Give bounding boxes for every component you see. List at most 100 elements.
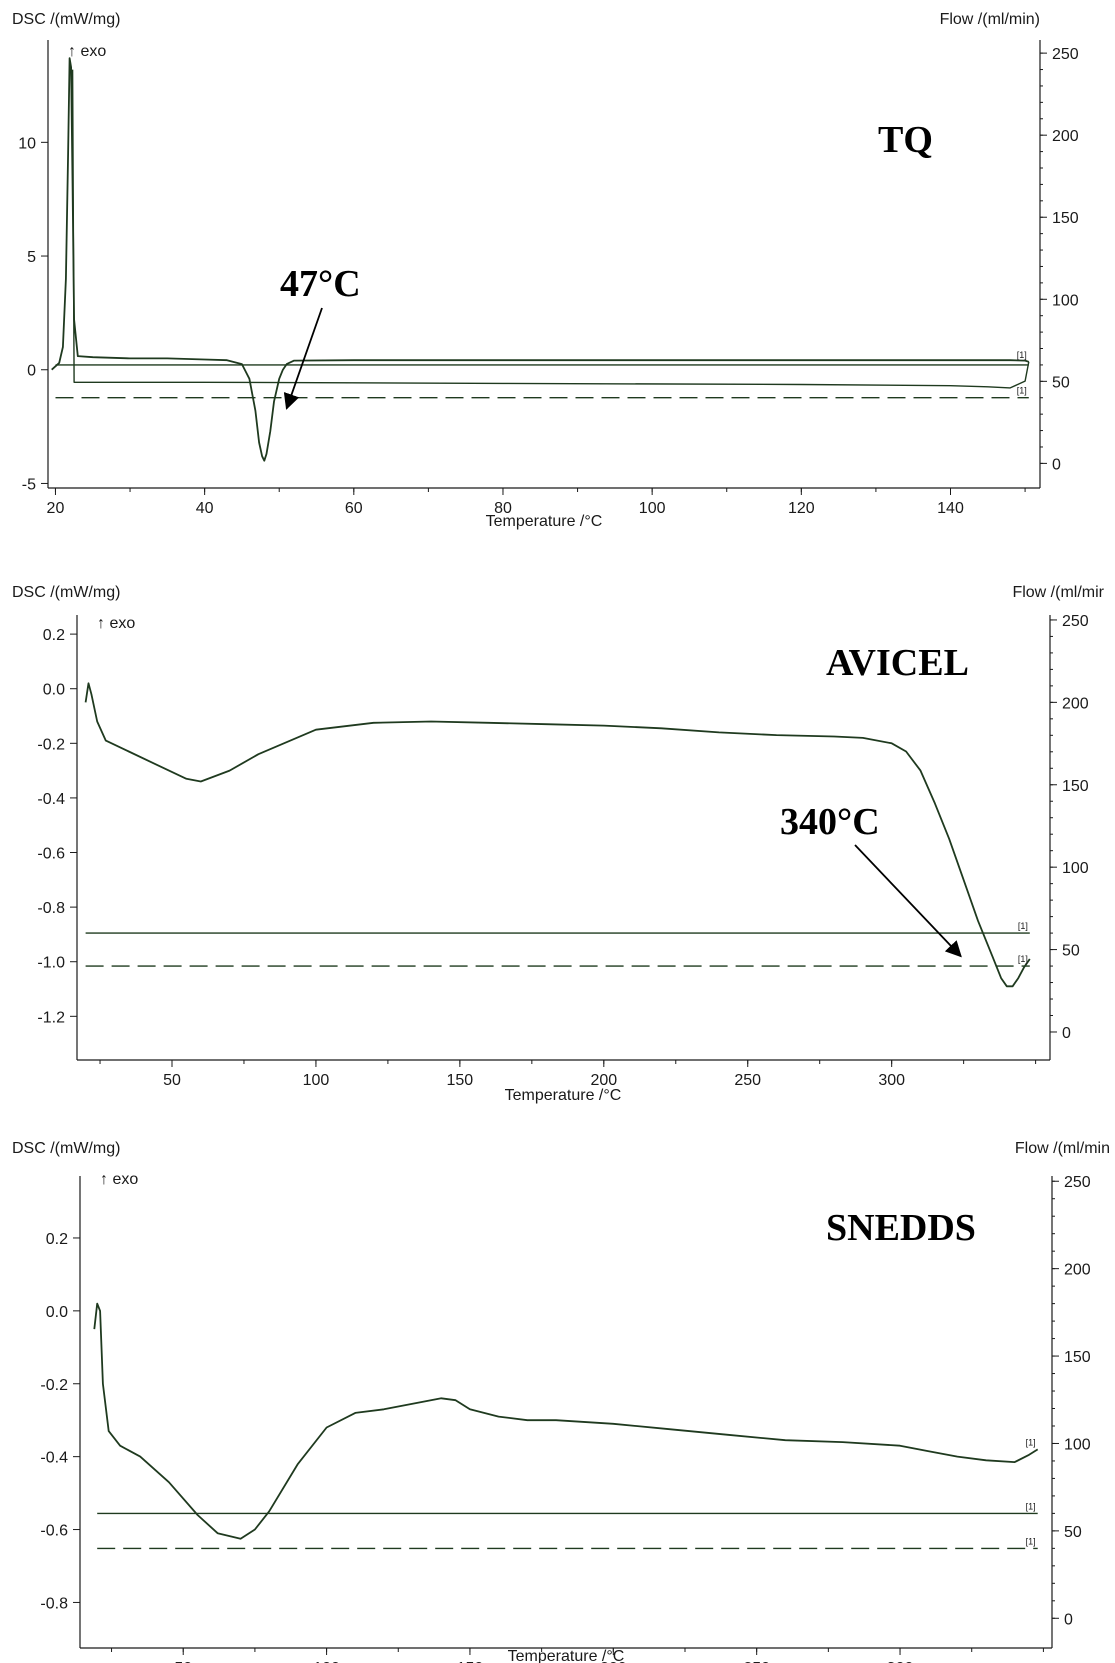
y2-tick-label: 100 <box>1064 1436 1091 1453</box>
x-tick-label: 200 <box>600 1660 627 1663</box>
exo-label: ↑ exo <box>68 43 106 60</box>
y2-tick-label: 0 <box>1062 1025 1071 1042</box>
series-group: [1] [1] [1] <box>93 1302 1039 1550</box>
y2-tick-label: 0 <box>1064 1611 1073 1628</box>
annotation-group: 47°C <box>280 263 361 410</box>
exo-label: ↑ exo <box>100 1171 138 1188</box>
y2-tick-label: 50 <box>1052 374 1070 391</box>
series-end-label: [1] <box>1026 1437 1036 1447</box>
y-axis-label-right: Flow /(ml/min <box>1015 1140 1110 1157</box>
y-tick-label: -0.8 <box>40 1595 68 1612</box>
y-tick-label: -5 <box>22 476 36 493</box>
y-axis-label-left: DSC /(mW/mg) <box>12 11 120 28</box>
x-tick-label: 150 <box>457 1660 484 1663</box>
x-ticks: 50 100 150 200 250 300 <box>111 1648 1044 1663</box>
y2-tick-label: 0 <box>1052 456 1061 473</box>
series-dsc <box>84 682 1031 988</box>
x-tick-label: 50 <box>163 1072 181 1089</box>
y2-tick-label: 200 <box>1052 128 1079 145</box>
y2-tick-label: 250 <box>1062 613 1089 630</box>
y-tick-label: -0.2 <box>40 1377 68 1394</box>
x-ticks: 20 40 60 80 100 120 140 <box>47 488 1026 517</box>
x-axis-label: Temperature /°C <box>505 1087 622 1104</box>
series-group: [1] [1] <box>84 682 1031 988</box>
x-axis-label: Temperature /°C <box>508 1648 625 1663</box>
y-tick-label: -0.2 <box>37 736 65 753</box>
y2-tick-label: 50 <box>1064 1524 1082 1541</box>
y-tick-label: -0.4 <box>40 1450 68 1467</box>
y-ticks-left: -1.2 -1.0 -0.8 -0.6 -0.4 -0.2 0.0 0.2 <box>37 627 77 1026</box>
y2-tick-label: 100 <box>1052 292 1079 309</box>
chart-title: TQ <box>878 119 933 161</box>
y-tick-label: 0.2 <box>46 1231 68 1248</box>
panel-tq: DSC /(mW/mg) Flow /(ml/min) ↑ exo TQ 20 4… <box>12 11 1079 530</box>
y-axis-label-right: Flow /(ml/min) <box>940 11 1040 28</box>
x-tick-label: 250 <box>734 1072 761 1089</box>
y-tick-label: -0.6 <box>40 1523 68 1540</box>
y-axis-label-left: DSC /(mW/mg) <box>12 584 120 601</box>
x-tick-label: 100 <box>313 1660 340 1663</box>
x-tick-label: 300 <box>878 1072 905 1089</box>
y-axis-label-right: Flow /(ml/mir <box>1012 584 1104 601</box>
series-end-label: [1] <box>1026 1501 1036 1511</box>
y2-tick-label: 250 <box>1052 46 1079 63</box>
x-tick-label: 150 <box>447 1072 474 1089</box>
y-ticks-right: 0 50 100 150 200 250 <box>1050 613 1089 1042</box>
x-tick-label: 100 <box>303 1072 330 1089</box>
y-tick-label: -0.4 <box>37 791 65 808</box>
x-tick-label: 60 <box>345 500 363 517</box>
series-dsc <box>93 1302 1039 1540</box>
y-tick-label: -1.2 <box>37 1009 65 1026</box>
y-tick-label: 10 <box>18 135 36 152</box>
y-ticks-left: -5 0 5 10 <box>18 135 48 493</box>
series-end-label: [1] <box>1018 921 1028 931</box>
y2-tick-label: 200 <box>1064 1262 1091 1279</box>
peak-annotation: 47°C <box>280 263 361 305</box>
x-tick-label: 80 <box>494 500 512 517</box>
panel-snedds: DSC /(mW/mg) Flow /(ml/min ↑ exo SNEDDS … <box>12 1140 1110 1663</box>
x-tick-label: 300 <box>887 1660 914 1663</box>
annotation-group: 340°C <box>780 801 962 958</box>
y-tick-label: 0.0 <box>43 682 65 699</box>
series-end-label: [1] <box>1026 1536 1036 1546</box>
series-dsc <box>51 57 1030 462</box>
chart-title: SNEDDS <box>826 1207 976 1249</box>
x-tick-label: 140 <box>937 500 964 517</box>
series-end-label: [1] <box>1017 386 1027 396</box>
y-ticks-right: 0 50 100 150 200 250 <box>1040 46 1079 473</box>
annotation-arrow <box>854 844 962 958</box>
y-tick-label: 0.2 <box>43 627 65 644</box>
y2-tick-label: 150 <box>1064 1349 1091 1366</box>
x-tick-label: 50 <box>174 1660 192 1663</box>
series-dsc-baseline <box>71 69 1030 389</box>
series-end-label: [1] <box>1017 350 1027 360</box>
x-tick-label: 120 <box>788 500 815 517</box>
y-axis-label-left: DSC /(mW/mg) <box>12 1140 120 1157</box>
x-tick-label: 250 <box>743 1660 770 1663</box>
x-axis-label: Temperature /°C <box>486 513 603 530</box>
y-ticks-left: -0.8 -0.6 -0.4 -0.2 0.0 0.2 <box>40 1231 80 1612</box>
y-tick-label: 0 <box>27 363 36 380</box>
x-tick-label: 40 <box>196 500 214 517</box>
series-group: [1] [1] <box>51 57 1030 462</box>
x-tick-label: 100 <box>639 500 666 517</box>
y-tick-label: 0.0 <box>46 1304 68 1321</box>
y-ticks-right: 0 50 100 150 200 250 <box>1052 1174 1091 1628</box>
y-tick-label: 5 <box>27 249 36 266</box>
series-end-label: [1] <box>1018 954 1028 964</box>
y2-tick-label: 250 <box>1064 1174 1091 1191</box>
y2-tick-label: 150 <box>1062 778 1089 795</box>
y2-tick-label: 150 <box>1052 210 1079 227</box>
chart-title: AVICEL <box>826 642 969 684</box>
y-tick-label: -0.6 <box>37 846 65 863</box>
y2-tick-label: 50 <box>1062 943 1080 960</box>
y-tick-label: -0.8 <box>37 900 65 917</box>
x-tick-label: 20 <box>47 500 65 517</box>
annotation-arrow <box>283 307 323 410</box>
y2-tick-label: 100 <box>1062 860 1089 877</box>
x-tick-label: 200 <box>590 1072 617 1089</box>
y2-tick-label: 200 <box>1062 695 1089 712</box>
exo-label: ↑ exo <box>97 615 135 632</box>
y-tick-label: -1.0 <box>37 955 65 972</box>
